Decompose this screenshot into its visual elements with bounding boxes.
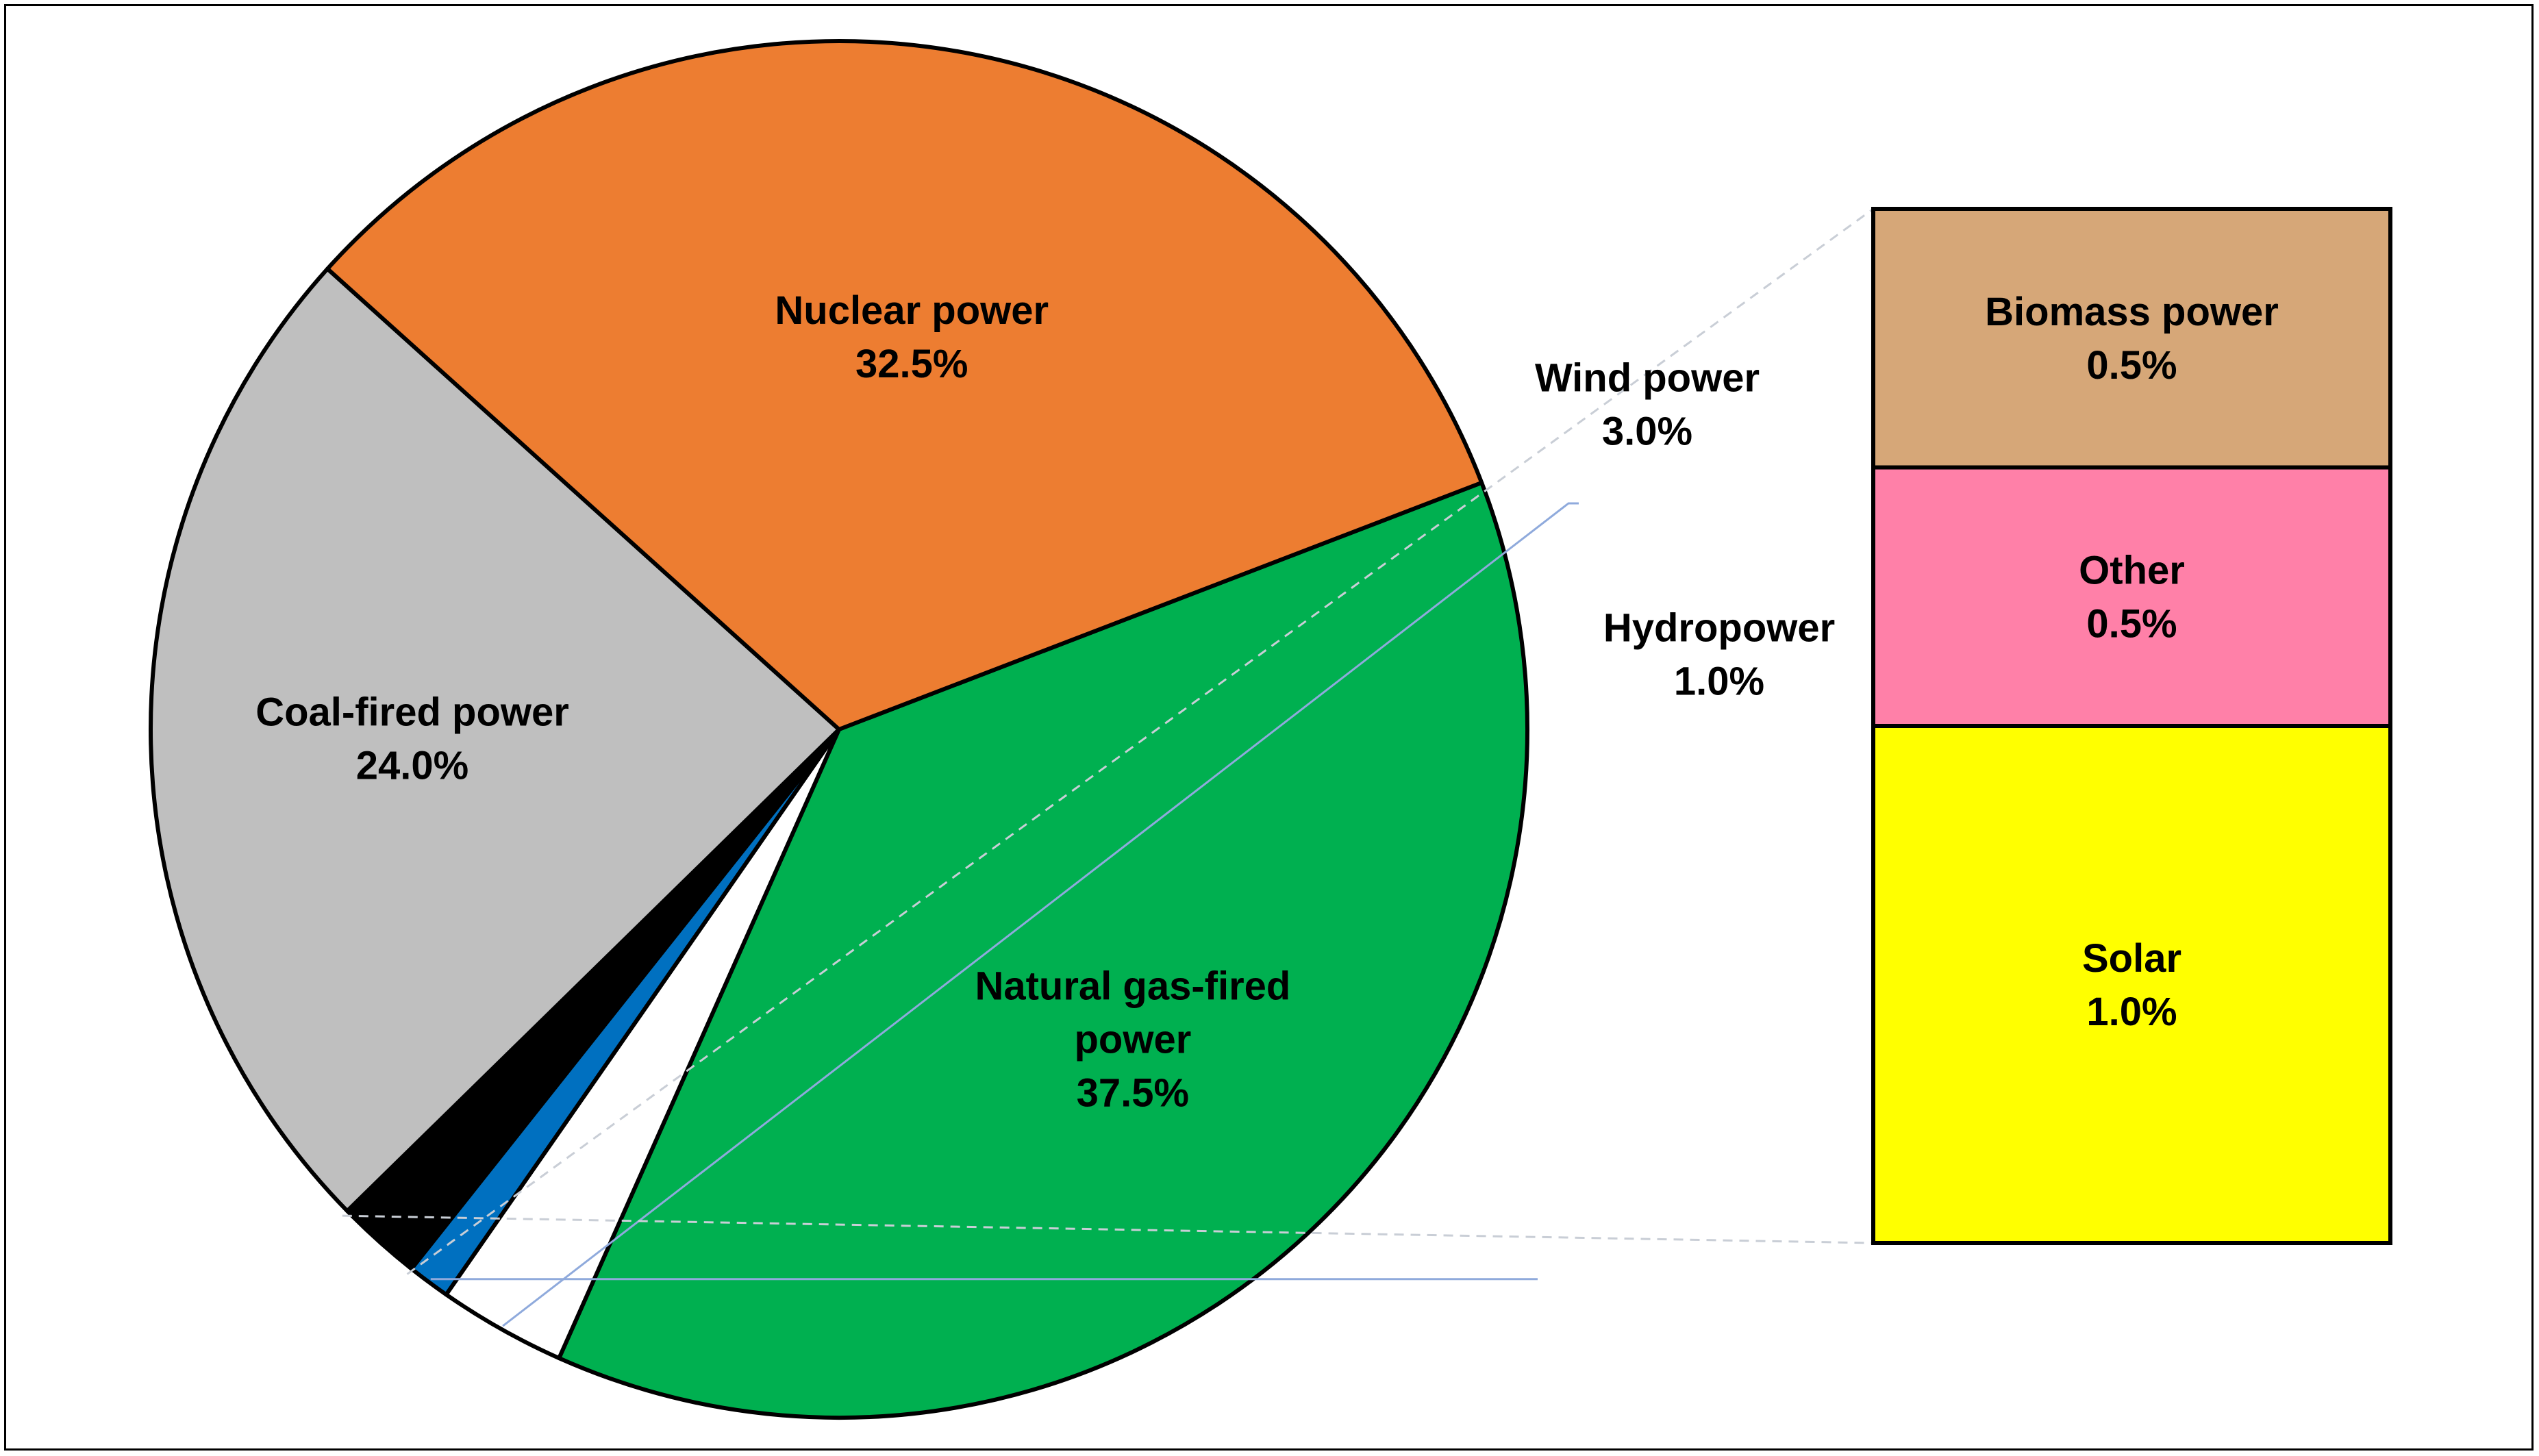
value-label: 0.5% [2086, 602, 2177, 647]
value-label: 3.0% [1602, 409, 1692, 453]
connector-line-top [406, 208, 1874, 1275]
category-label: Coal-fired power [255, 690, 569, 734]
value-label: 24.0% [356, 743, 468, 788]
pie-slice-natural-gas-fired-power [557, 480, 1530, 1420]
category-label: Biomass power [1985, 290, 2279, 334]
category-label: Nuclear power [775, 288, 1049, 333]
label-biomass-power: Biomass power 0.5% [1985, 290, 2279, 388]
label-hydropower: Hydropower 1.0% [1603, 605, 1835, 703]
pie-slice-nuclear-power [325, 38, 1484, 731]
connector-lines [342, 208, 1874, 1327]
leader-line-wind-power [502, 502, 1579, 1327]
label-natural-gas-fired-power: Natural gas-fired power 37.5% [975, 964, 1290, 1115]
bar-segment-biomass-power [1871, 207, 2392, 470]
connector-line-bottom [342, 1214, 1874, 1244]
category-label: Natural gas-fired [975, 964, 1290, 1008]
bar-segment-other [1871, 465, 2392, 728]
category-label: Hydropower [1603, 605, 1835, 650]
label-nuclear-power: Nuclear power 32.5% [775, 288, 1049, 386]
value-label: 37.5% [1077, 1070, 1189, 1115]
label-coal-fired-power: Coal-fired power 24.0% [255, 690, 569, 788]
category-label: Solar [2082, 936, 2181, 981]
pie-group [149, 38, 1530, 1420]
label-wind-power: Wind power 3.0% [1535, 355, 1760, 453]
breakout-bar [1871, 207, 2392, 1245]
category-label: power [1075, 1017, 1192, 1062]
value-label: 1.0% [2086, 990, 2177, 1034]
label-other: Other 0.5% [2079, 549, 2185, 647]
bar-segment-solar [1871, 724, 2392, 1245]
label-solar: Solar 1.0% [2082, 936, 2181, 1034]
data-labels: Natural gas-fired power 37.5% Wind power 3.0… [255, 288, 2279, 1115]
category-label: Wind power [1535, 355, 1760, 400]
value-label: 1.0% [1674, 659, 1764, 703]
value-label: 32.5% [855, 342, 968, 386]
category-label: Other [2079, 549, 2185, 593]
pie-slice-coal-fired-power [149, 266, 841, 1214]
value-label: 0.5% [2086, 343, 2177, 388]
